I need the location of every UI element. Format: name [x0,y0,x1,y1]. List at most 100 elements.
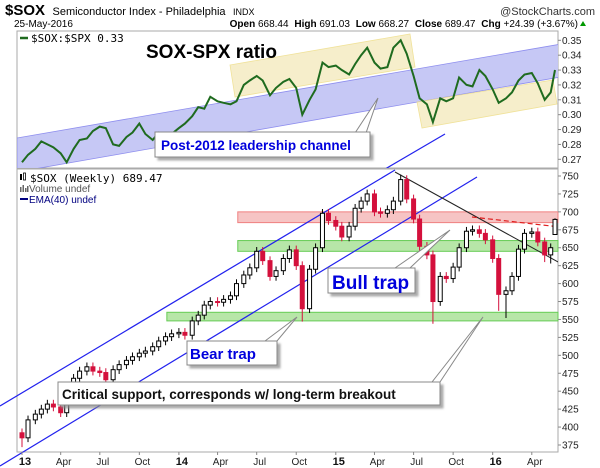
price-tick-label: 375 [562,440,579,451]
candle [437,272,443,306]
candle [404,175,410,204]
candle [299,261,305,322]
candle [529,227,535,238]
candle-body-up [38,408,44,415]
bear-trap-box [186,340,278,366]
candle [97,366,103,377]
candle [241,270,247,288]
candle [123,356,129,369]
candle-body-down [496,257,502,295]
candle-body-down [325,212,331,221]
candle-body-up [227,295,233,300]
candle-body-up [169,333,175,338]
candle [307,264,313,314]
candle [358,196,364,213]
candle-body-up [390,200,396,211]
candle-body-down [411,198,417,220]
candle [176,328,182,339]
candle [150,342,156,356]
price-tick-label: 575 [562,297,579,308]
candle [50,399,56,412]
quote-line: Open 668.44 High 691.03 Low 668.27 Close… [230,19,578,30]
candle-body-down [97,370,103,374]
candle [273,266,279,281]
price-tick-label: 675 [562,225,579,236]
candle-body-down [260,250,266,262]
high-label: High [294,19,316,30]
candle-body-up [123,359,129,366]
price-y-axis: 750 725 700 675 650 625 600 575 550 525 500 475 450 4… [558,172,579,451]
candle [390,196,396,215]
x-tick-label: Apr [527,457,543,468]
header-title: $SOX Semiconductor Index - Philadelphia … [5,2,255,19]
candle [443,272,449,283]
candle [19,428,25,448]
price-tick-label: 750 [562,172,579,183]
ratio-tick-label: 0.30 [562,110,582,121]
candle [490,235,496,263]
critical-support-box [57,381,441,406]
candle-legend-icon [20,172,26,181]
candle-body-down [267,260,273,277]
candle [142,346,148,358]
ratio-tick-label: 0.27 [562,155,582,166]
candle-body-down [430,254,436,303]
ratio-line [21,38,556,165]
x-tick-label: 16 [490,456,502,468]
candle [215,297,221,307]
candle [411,194,417,224]
open-label: Open [230,19,256,30]
candle [129,352,135,365]
up-arrow-icon [580,21,586,26]
candle-body-down [535,231,541,243]
price-tick-label: 500 [562,351,579,362]
candle [430,250,436,324]
resistance-dashed-line [471,216,558,228]
candle [364,189,370,206]
candle [189,316,195,340]
candle-body-up [110,369,116,381]
candle [469,225,475,236]
critical-support-label: Critical support, corresponds w/ long-te… [62,387,396,402]
price-tick-label: 400 [562,423,579,434]
candle-body-up [32,413,38,421]
candle [103,368,109,385]
candle [110,365,116,385]
candle-body-up [254,250,260,269]
candle-body-down [377,211,383,214]
candle-body-up [280,257,286,272]
candle-body-up [398,179,404,202]
downtrend-line [394,171,558,263]
price-tick-label: 550 [562,315,579,326]
candle-body-up [136,352,142,358]
candle-body-up [515,248,521,277]
exchange: INDX [233,7,255,17]
x-tick-label: 13 [19,456,31,468]
candle-body-up [129,356,135,361]
candle-body-down [299,265,305,310]
candle [482,229,488,245]
candle-body-up [44,403,50,410]
candle-body-down [490,239,496,259]
candle [195,310,201,326]
candle-body-down [333,219,339,227]
ratio-tick-label: 0.32 [562,80,582,91]
candle-body-up [437,275,443,303]
x-tick-label: Apr [213,457,229,468]
candle-body-down [371,193,377,213]
leadership-channel [17,44,558,168]
bull-trap-box [327,267,416,294]
candle [463,226,469,253]
price-tick-label: 600 [562,279,579,290]
x-tick-label: Jul [253,457,266,468]
candle-body-up [450,266,456,280]
candle [384,205,390,218]
candle-body-up [364,193,370,202]
bear-trap-label: Bear trap [190,346,256,363]
candle [267,256,273,281]
candle [163,332,169,346]
candle [398,174,404,206]
price-tick-label: 625 [562,261,579,272]
x-tick-label: Oct [291,457,307,468]
